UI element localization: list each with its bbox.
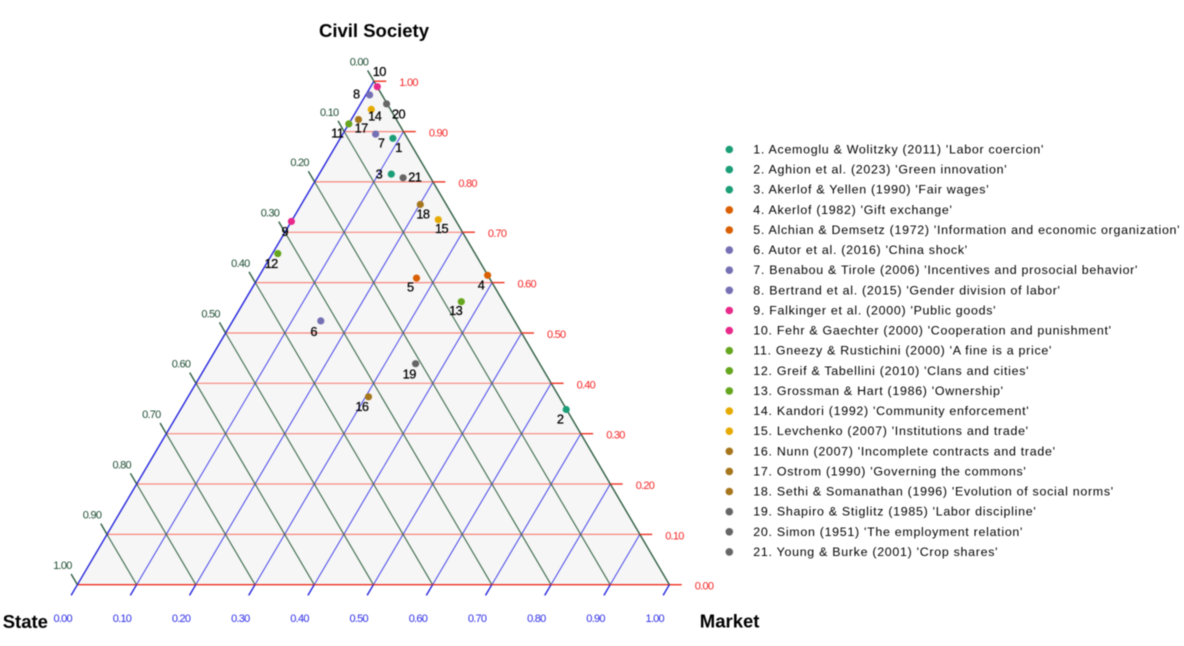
svg-text:14: 14: [368, 109, 382, 124]
svg-text:0.50: 0.50: [547, 329, 566, 341]
svg-text:1: 1: [395, 140, 402, 155]
svg-text:20: 20: [392, 107, 406, 122]
svg-text:11. Gneezy & Rustichini (2000): 11. Gneezy & Rustichini (2000) 'A fine i…: [753, 344, 1052, 358]
svg-text:0.70: 0.70: [488, 228, 507, 240]
svg-text:1.00: 1.00: [399, 77, 418, 89]
svg-text:0.60: 0.60: [517, 279, 536, 291]
svg-text:4. Akerlof (1982) 'Gift exchan: 4. Akerlof (1982) 'Gift exchange': [753, 203, 952, 217]
svg-text:19. Shapiro & Stiglitz (1985): 19. Shapiro & Stiglitz (1985) 'Labor dis…: [753, 505, 1036, 519]
svg-text:13: 13: [449, 303, 463, 318]
svg-text:0.10: 0.10: [113, 613, 132, 625]
svg-text:0.30: 0.30: [231, 613, 250, 625]
svg-text:2: 2: [557, 411, 564, 426]
svg-text:9: 9: [282, 224, 289, 239]
svg-text:0.50: 0.50: [349, 613, 368, 625]
svg-text:8: 8: [353, 87, 360, 102]
svg-text:0.20: 0.20: [290, 157, 309, 169]
svg-text:0.00: 0.00: [350, 57, 369, 69]
svg-text:0.10: 0.10: [665, 530, 684, 542]
svg-text:18: 18: [416, 207, 430, 222]
svg-text:0.00: 0.00: [695, 581, 714, 593]
svg-text:18. Sethi & Somanathan (1996): 18. Sethi & Somanathan (1996) 'Evolution…: [753, 485, 1114, 499]
svg-text:0.30: 0.30: [261, 208, 280, 220]
svg-text:3. Akerlof & Yellen (1990) 'Fa: 3. Akerlof & Yellen (1990) 'Fair wages': [753, 183, 989, 197]
svg-text:0.50: 0.50: [201, 308, 220, 320]
svg-text:0.60: 0.60: [172, 359, 191, 371]
svg-text:4: 4: [478, 278, 485, 293]
svg-text:State: State: [3, 611, 48, 632]
svg-text:6. Autor et al. (2016) 'China: 6. Autor et al. (2016) 'China shock': [753, 243, 968, 257]
svg-text:1.00: 1.00: [53, 560, 72, 572]
svg-text:20. Simon (1951) 'The employme: 20. Simon (1951) 'The employment relatio…: [753, 525, 1023, 539]
svg-text:0.20: 0.20: [636, 480, 655, 492]
svg-text:11: 11: [331, 126, 344, 141]
svg-text:0.90: 0.90: [429, 128, 448, 140]
svg-text:0.40: 0.40: [290, 613, 309, 625]
svg-text:0.70: 0.70: [142, 409, 161, 421]
svg-text:3: 3: [376, 167, 383, 182]
svg-text:16. Nunn (2007) 'Incomplete co: 16. Nunn (2007) 'Incomplete contracts an…: [753, 444, 1055, 458]
svg-text:0.80: 0.80: [527, 613, 546, 625]
svg-text:21. Young & Burke (2001) 'Crop: 21. Young & Burke (2001) 'Crop shares': [753, 545, 998, 559]
svg-text:12: 12: [265, 256, 279, 271]
svg-text:0.40: 0.40: [231, 258, 250, 270]
svg-text:0.30: 0.30: [606, 430, 625, 442]
svg-text:5. Alchian & Demsetz (1972) 'I: 5. Alchian & Demsetz (1972) 'Information…: [753, 223, 1180, 237]
svg-text:0.20: 0.20: [172, 613, 191, 625]
svg-text:5: 5: [407, 279, 414, 294]
svg-text:0.00: 0.00: [53, 613, 72, 625]
svg-text:7: 7: [378, 135, 385, 150]
svg-text:0.90: 0.90: [83, 510, 102, 522]
svg-text:19: 19: [403, 367, 417, 382]
svg-text:7. Benabou & Tirole (2006) 'In: 7. Benabou & Tirole (2006) 'Incentives a…: [753, 263, 1138, 277]
svg-text:16: 16: [355, 399, 369, 414]
svg-text:0.80: 0.80: [458, 178, 477, 190]
svg-text:0.40: 0.40: [577, 379, 596, 391]
svg-text:8. Bertrand et al. (2015) 'Gen: 8. Bertrand et al. (2015) 'Gender divisi…: [753, 283, 1060, 297]
svg-text:17. Ostrom (1990) 'Governing t: 17. Ostrom (1990) 'Governing the commons…: [753, 464, 1026, 478]
svg-text:12. Greif & Tabellini (2010) ': 12. Greif & Tabellini (2010) 'Clans and …: [753, 364, 1029, 378]
svg-text:1. Acemoglu & Wolitzky (2011): 1. Acemoglu & Wolitzky (2011) 'Labor coe…: [753, 143, 1044, 157]
svg-text:0.60: 0.60: [409, 613, 428, 625]
svg-text:0.90: 0.90: [586, 613, 605, 625]
svg-text:15. Levchenko (2007) 'Institut: 15. Levchenko (2007) 'Institutions and t…: [753, 424, 1028, 438]
svg-text:21: 21: [408, 169, 422, 184]
svg-text:6: 6: [310, 324, 317, 339]
svg-text:15: 15: [435, 221, 449, 236]
svg-text:0.10: 0.10: [320, 107, 339, 119]
svg-text:Civil Society: Civil Society: [319, 20, 430, 41]
svg-text:10: 10: [373, 64, 387, 79]
svg-text:10. Fehr & Gaechter (2000) 'Co: 10. Fehr & Gaechter (2000) 'Cooperation …: [753, 324, 1111, 338]
svg-text:9. Falkinger et al. (2000) 'Pu: 9. Falkinger et al. (2000) 'Public goods…: [753, 304, 996, 318]
svg-text:1.00: 1.00: [645, 613, 664, 625]
svg-text:2. Aghion et al. (2023) 'Green: 2. Aghion et al. (2023) 'Green innovatio…: [753, 163, 1007, 177]
svg-text:0.80: 0.80: [112, 459, 131, 471]
svg-text:13. Grossman & Hart (1986) 'Ow: 13. Grossman & Hart (1986) 'Ownership': [753, 384, 1003, 398]
svg-text:17: 17: [355, 121, 369, 136]
svg-text:14. Kandori (1992) 'Community: 14. Kandori (1992) 'Community enforcemen…: [753, 404, 1029, 418]
svg-text:0.70: 0.70: [468, 613, 487, 625]
svg-text:Market: Market: [700, 611, 760, 632]
